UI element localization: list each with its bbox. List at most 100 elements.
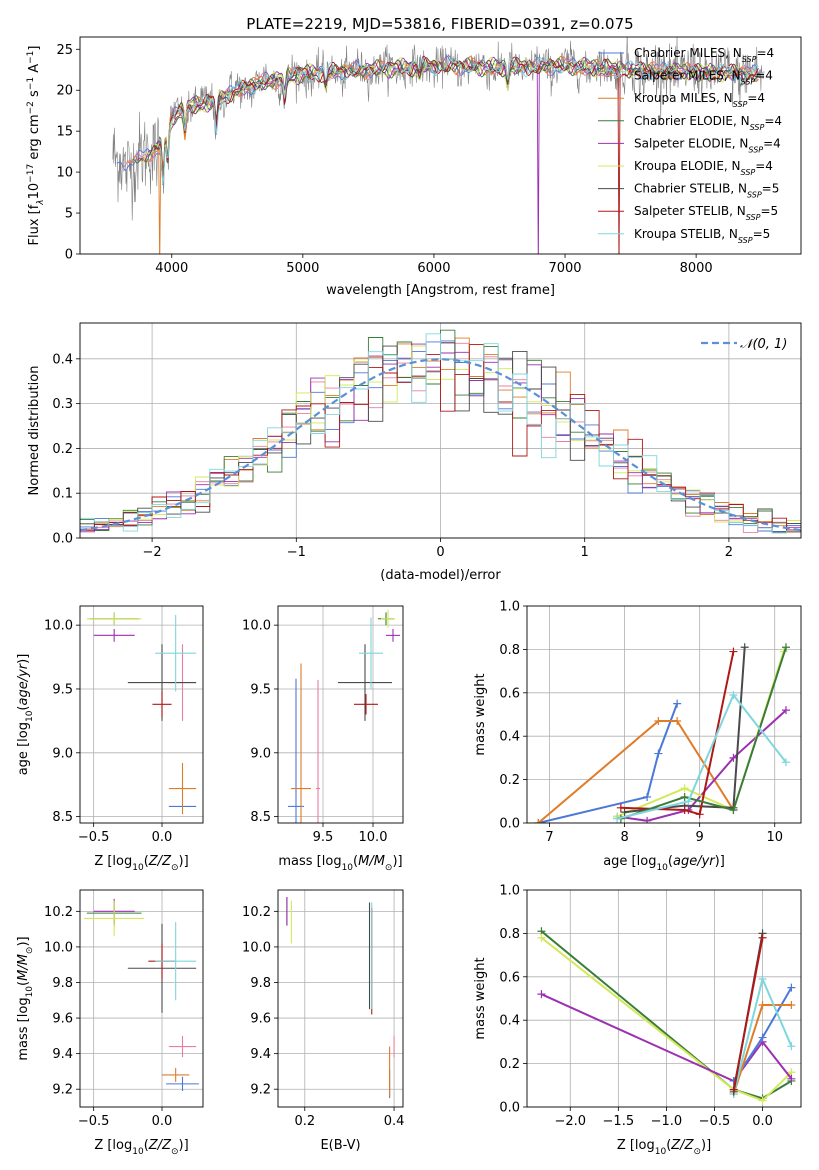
- weight-line: [616, 693, 787, 820]
- y-axis-label: Flux [fλ10−17 erg cm−2 s−1 A−1]: [26, 46, 46, 246]
- x-tick-label: 8000: [680, 261, 713, 276]
- weight-marker: [729, 805, 738, 814]
- y-tick-label: 10: [56, 166, 73, 181]
- errorbar-point: [152, 691, 172, 718]
- errorbar-point: [381, 609, 395, 628]
- mass-vs-Z-frame: [79, 889, 204, 1108]
- errorbar-point: [338, 644, 392, 721]
- weight-marker: [758, 974, 767, 983]
- y-tick-label: 10.0: [44, 940, 73, 955]
- legend-label: Kroupa ELODIE, NSSP=4: [634, 159, 773, 177]
- weight-marker: [758, 1096, 767, 1105]
- y-axis-label: age [log10(age/yr)]: [16, 654, 35, 776]
- weight-marker: [781, 758, 790, 767]
- y-tick-label: 5: [65, 207, 73, 222]
- x-tick-label: 0.0: [152, 1114, 173, 1129]
- x-tick-label: 4000: [155, 261, 188, 276]
- histogram-8: [80, 333, 801, 534]
- errorbar-point: [168, 763, 197, 815]
- age-vs-Z-frame: [79, 605, 204, 824]
- y-tick-label: 10.0: [242, 619, 271, 634]
- weight-marker: [654, 717, 663, 726]
- weight-marker: [781, 643, 790, 652]
- spectrum-legend: Chabrier MILES, NSSP=4 Salpeter MILES, NS…: [598, 46, 782, 244]
- legend-label: Salpeter MILES, NSSP=4: [634, 69, 773, 87]
- x-tick-label: −1.5: [603, 1114, 635, 1129]
- y-tick-label: 0.8: [499, 927, 520, 942]
- weight-line: [540, 993, 793, 1083]
- errorbar-point: [288, 678, 304, 823]
- weight-marker: [787, 1074, 796, 1083]
- errorbar-point: [168, 1035, 197, 1058]
- mass-vs-EBV-plot-area: [278, 890, 403, 1107]
- residuals-frame: [79, 322, 802, 539]
- y-axis-label: mass [log10(M/M⊙)]: [16, 936, 35, 1060]
- x-tick-label: −0.5: [699, 1114, 731, 1129]
- spectrum-frame: [79, 36, 802, 255]
- y-tick-label: 0.3: [52, 397, 73, 412]
- x-axis-label: (data-model)/error: [380, 568, 501, 583]
- x-tick-label: 10: [766, 830, 783, 845]
- legend-label: Chabrier STELIB, NSSP=5: [634, 182, 779, 200]
- x-tick-label: 0.0: [752, 1114, 773, 1129]
- weight-marker: [616, 803, 625, 812]
- x-tick-label: 8: [620, 830, 628, 845]
- panel-spectrum: 4000 5000 6000 7000 8000 0 5 10 15 20 25 Chabrier M…: [26, 36, 802, 298]
- y-tick-label: 1.0: [499, 884, 520, 899]
- panel-weight-vs-Z: −2.0 −1.5 −1.0 −0.5 0.0 0.0 0.2 0.4 0.6 0.8 1.0 Z […: [473, 884, 802, 1157]
- x-tick-label: 2: [725, 545, 733, 560]
- weight-marker: [643, 816, 652, 823]
- residuals-plot-area: [80, 323, 801, 538]
- x-tick-label: −2: [143, 545, 162, 560]
- mass-vs-EBV-frame: [277, 889, 404, 1108]
- weight-vs-Z-frame: [526, 889, 802, 1108]
- y-tick-label: 9.2: [250, 1083, 271, 1098]
- model-spectrum-8: [158, 57, 759, 185]
- weight-marker: [680, 805, 689, 814]
- y-tick-label: 9.6: [250, 1012, 271, 1027]
- panel-weight-vs-age: 7 8 9 10 0.0 0.2 0.4 0.6 0.8 1.0 age [log10(age/yr…: [473, 600, 802, 873]
- weight-marker: [729, 647, 738, 656]
- y-tick-label: 9.5: [52, 682, 73, 697]
- weight-marker: [654, 749, 663, 758]
- x-tick-label: 9: [696, 830, 704, 845]
- weight-marker: [787, 983, 796, 992]
- weight-vs-age-plot-area: [527, 606, 801, 823]
- errorbar-point: [291, 663, 311, 823]
- weight-marker: [620, 808, 629, 817]
- y-tick-label: 10.0: [44, 619, 73, 634]
- x-tick-label: 0.0: [152, 830, 173, 845]
- weight-marker: [729, 1085, 738, 1094]
- y-tick-label: 10.2: [242, 905, 271, 920]
- x-tick-label: −0.5: [78, 830, 110, 845]
- y-tick-label: 0.0: [499, 817, 520, 832]
- errorbar-point: [86, 612, 142, 626]
- legend-label: Kroupa MILES, NSSP=4: [634, 91, 765, 109]
- weight-marker: [613, 814, 622, 823]
- y-tick-label: 0.2: [499, 1057, 520, 1072]
- y-tick-label: 10.2: [44, 905, 73, 920]
- legend-label: Chabrier MILES, NSSP=4: [634, 46, 774, 64]
- y-tick-label: 0.2: [499, 773, 520, 788]
- weight-line: [540, 930, 792, 1100]
- y-axis-label: mass weight: [473, 957, 488, 1039]
- y-tick-label: 8.5: [52, 810, 73, 825]
- histogram-7: [80, 344, 801, 533]
- x-tick-label: 0: [436, 545, 444, 560]
- errorbar-point: [155, 614, 197, 692]
- age-vs-Z-plot-area: [80, 606, 203, 823]
- errorbar-point: [166, 1076, 199, 1091]
- y-tick-label: 0.1: [52, 487, 73, 502]
- weight-marker: [787, 1042, 796, 1051]
- weight-marker: [680, 784, 689, 793]
- legend-label: Chabrier ELODIE, NSSP=4: [634, 114, 782, 132]
- x-axis-label: Z [log10(Z/Z⊙)]: [94, 1138, 188, 1157]
- y-tick-label: 10.0: [242, 940, 271, 955]
- y-tick-label: 8.5: [250, 810, 271, 825]
- y-tick-label: 0.6: [499, 686, 520, 701]
- y-tick-label: 9.5: [250, 682, 271, 697]
- y-tick-label: 20: [56, 84, 73, 99]
- x-axis-label: Z [log10(Z/Z⊙)]: [617, 1138, 711, 1157]
- errorbar-point: [316, 680, 320, 823]
- legend-label: Salpeter ELODIE, NSSP=4: [634, 136, 781, 154]
